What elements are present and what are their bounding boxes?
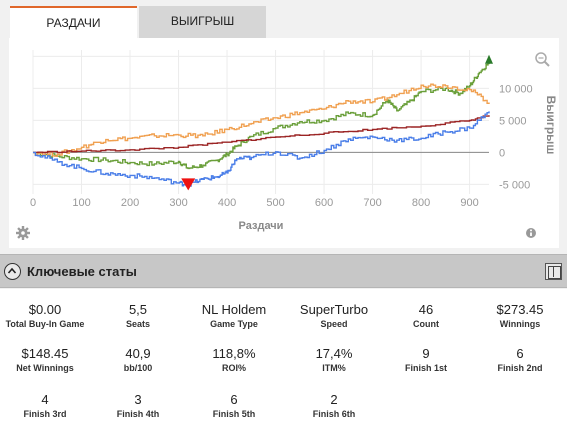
stat-item: 40,9 bb/100 <box>92 346 184 373</box>
stat-item: $273.45 Winnings <box>474 302 566 329</box>
stat-label: Winnings <box>499 319 541 329</box>
stat-value: 5,5 <box>128 302 148 317</box>
stat-item: 6 Finish 2nd <box>474 346 566 373</box>
stat-label: ITM% <box>322 363 346 373</box>
stat-value: 3 <box>134 392 142 407</box>
stat-item: 5,5 Seats <box>92 302 184 329</box>
stat-label: Finish 3rd <box>23 409 67 419</box>
stat-label: Speed <box>320 319 348 329</box>
stat-label: Finish 1st <box>404 363 447 373</box>
stat-label: Finish 4th <box>116 409 160 419</box>
stat-item: 17,4% ITM% <box>288 346 380 373</box>
y-tick-label: -5 000 <box>499 179 530 191</box>
info-icon[interactable] <box>526 228 536 238</box>
stat-item: 4 Finish 3rd <box>0 392 91 419</box>
stat-value: 2 <box>330 392 338 407</box>
stat-value: $0.00 <box>28 302 62 317</box>
x-axis-ticks: 0 100 200 300 400 500 600 700 800 900 <box>30 197 479 209</box>
x-axis-label: Раздачи <box>239 220 284 232</box>
tab-hands[interactable]: РАЗДАЧИ <box>10 6 137 38</box>
key-stats-title: Ключевые статы <box>27 264 137 279</box>
x-tick-label: 800 <box>412 197 430 209</box>
x-tick-label: 100 <box>72 197 90 209</box>
stat-value: 118,8% <box>212 346 256 361</box>
stat-label: bb/100 <box>123 363 153 373</box>
x-tick-label: 400 <box>218 197 236 209</box>
tab-bar: РАЗДАЧИ ВЫИГРЫШ <box>0 0 567 40</box>
gear-icon[interactable] <box>16 226 30 240</box>
stat-value: $148.45 <box>21 346 69 361</box>
stat-label: Finish 2nd <box>497 363 543 373</box>
chart-panel: 0 100 200 300 400 500 600 700 800 900 10 000 5 000… <box>9 38 559 248</box>
x-tick-label: 500 <box>266 197 284 209</box>
min-marker <box>181 178 196 191</box>
x-tick-label: 300 <box>169 197 187 209</box>
x-tick-label: 0 <box>30 197 36 209</box>
chevron-up-icon <box>7 267 17 274</box>
stat-label: ROI% <box>221 363 246 373</box>
stat-value: $273.45 <box>496 302 544 317</box>
stat-item: 9 Finish 1st <box>380 346 472 373</box>
key-stats-grid: $0.00 Total Buy-In Game 5,5 Seats NL Holdem G… <box>0 289 567 438</box>
tab-winnings[interactable]: ВЫИГРЫШ <box>139 6 266 38</box>
stat-label: Net Winnings <box>16 363 74 373</box>
stat-value: 17,4% <box>315 346 353 361</box>
stat-value: 4 <box>41 392 49 407</box>
stat-label: Total Buy-In Game <box>5 319 85 329</box>
series-line <box>33 111 490 187</box>
stat-item: 46 Count <box>380 302 472 329</box>
layout-toggle-button[interactable] <box>545 263 562 280</box>
stat-value: SuperTurbo <box>299 302 369 317</box>
y-tick-label: 10 000 <box>499 83 533 95</box>
stat-item: SuperTurbo Speed <box>288 302 380 329</box>
winnings-chart: 0 100 200 300 400 500 600 700 800 900 10 000 5 000… <box>16 50 558 240</box>
stat-item: 3 Finish 4th <box>92 392 184 419</box>
stat-value: 9 <box>422 346 430 361</box>
stat-item: $148.45 Net Winnings <box>0 346 91 373</box>
stat-item: NL Holdem Game Type <box>188 302 280 329</box>
y-tick-label: 0 <box>499 147 505 159</box>
max-marker <box>485 54 493 64</box>
stat-value: 40,9 <box>125 346 151 361</box>
stat-label: Finish 5th <box>212 409 256 419</box>
zoom-icon[interactable] <box>535 52 550 67</box>
x-tick-label: 600 <box>315 197 333 209</box>
series-line <box>33 83 490 157</box>
stat-label: Game Type <box>210 319 258 329</box>
stat-item: 118,8% ROI% <box>188 346 280 373</box>
collapse-button[interactable] <box>4 263 21 280</box>
series-line <box>33 115 490 154</box>
x-tick-label: 900 <box>460 197 478 209</box>
stat-value: 46 <box>418 302 434 317</box>
chart-markers <box>181 54 493 191</box>
stat-value: 6 <box>230 392 238 407</box>
stat-item: 2 Finish 6th <box>288 392 380 419</box>
x-tick-label: 200 <box>121 197 139 209</box>
chart-series <box>33 62 490 187</box>
x-tick-label: 700 <box>363 197 381 209</box>
y-axis-label: Выигрыш <box>544 96 558 155</box>
y-tick-label: 5 000 <box>499 115 527 127</box>
stat-label: Finish 6th <box>312 409 356 419</box>
stat-value: NL Holdem <box>201 302 267 317</box>
key-stats-header: Ключевые статы <box>0 254 567 288</box>
y-axis-ticks: 10 000 5 000 0 -5 000 <box>499 83 533 191</box>
stat-item: $0.00 Total Buy-In Game <box>0 302 91 329</box>
stat-label: Seats <box>125 319 151 329</box>
stat-label: Count <box>413 319 439 329</box>
stat-item: 6 Finish 5th <box>188 392 280 419</box>
stat-value: 6 <box>516 346 524 361</box>
